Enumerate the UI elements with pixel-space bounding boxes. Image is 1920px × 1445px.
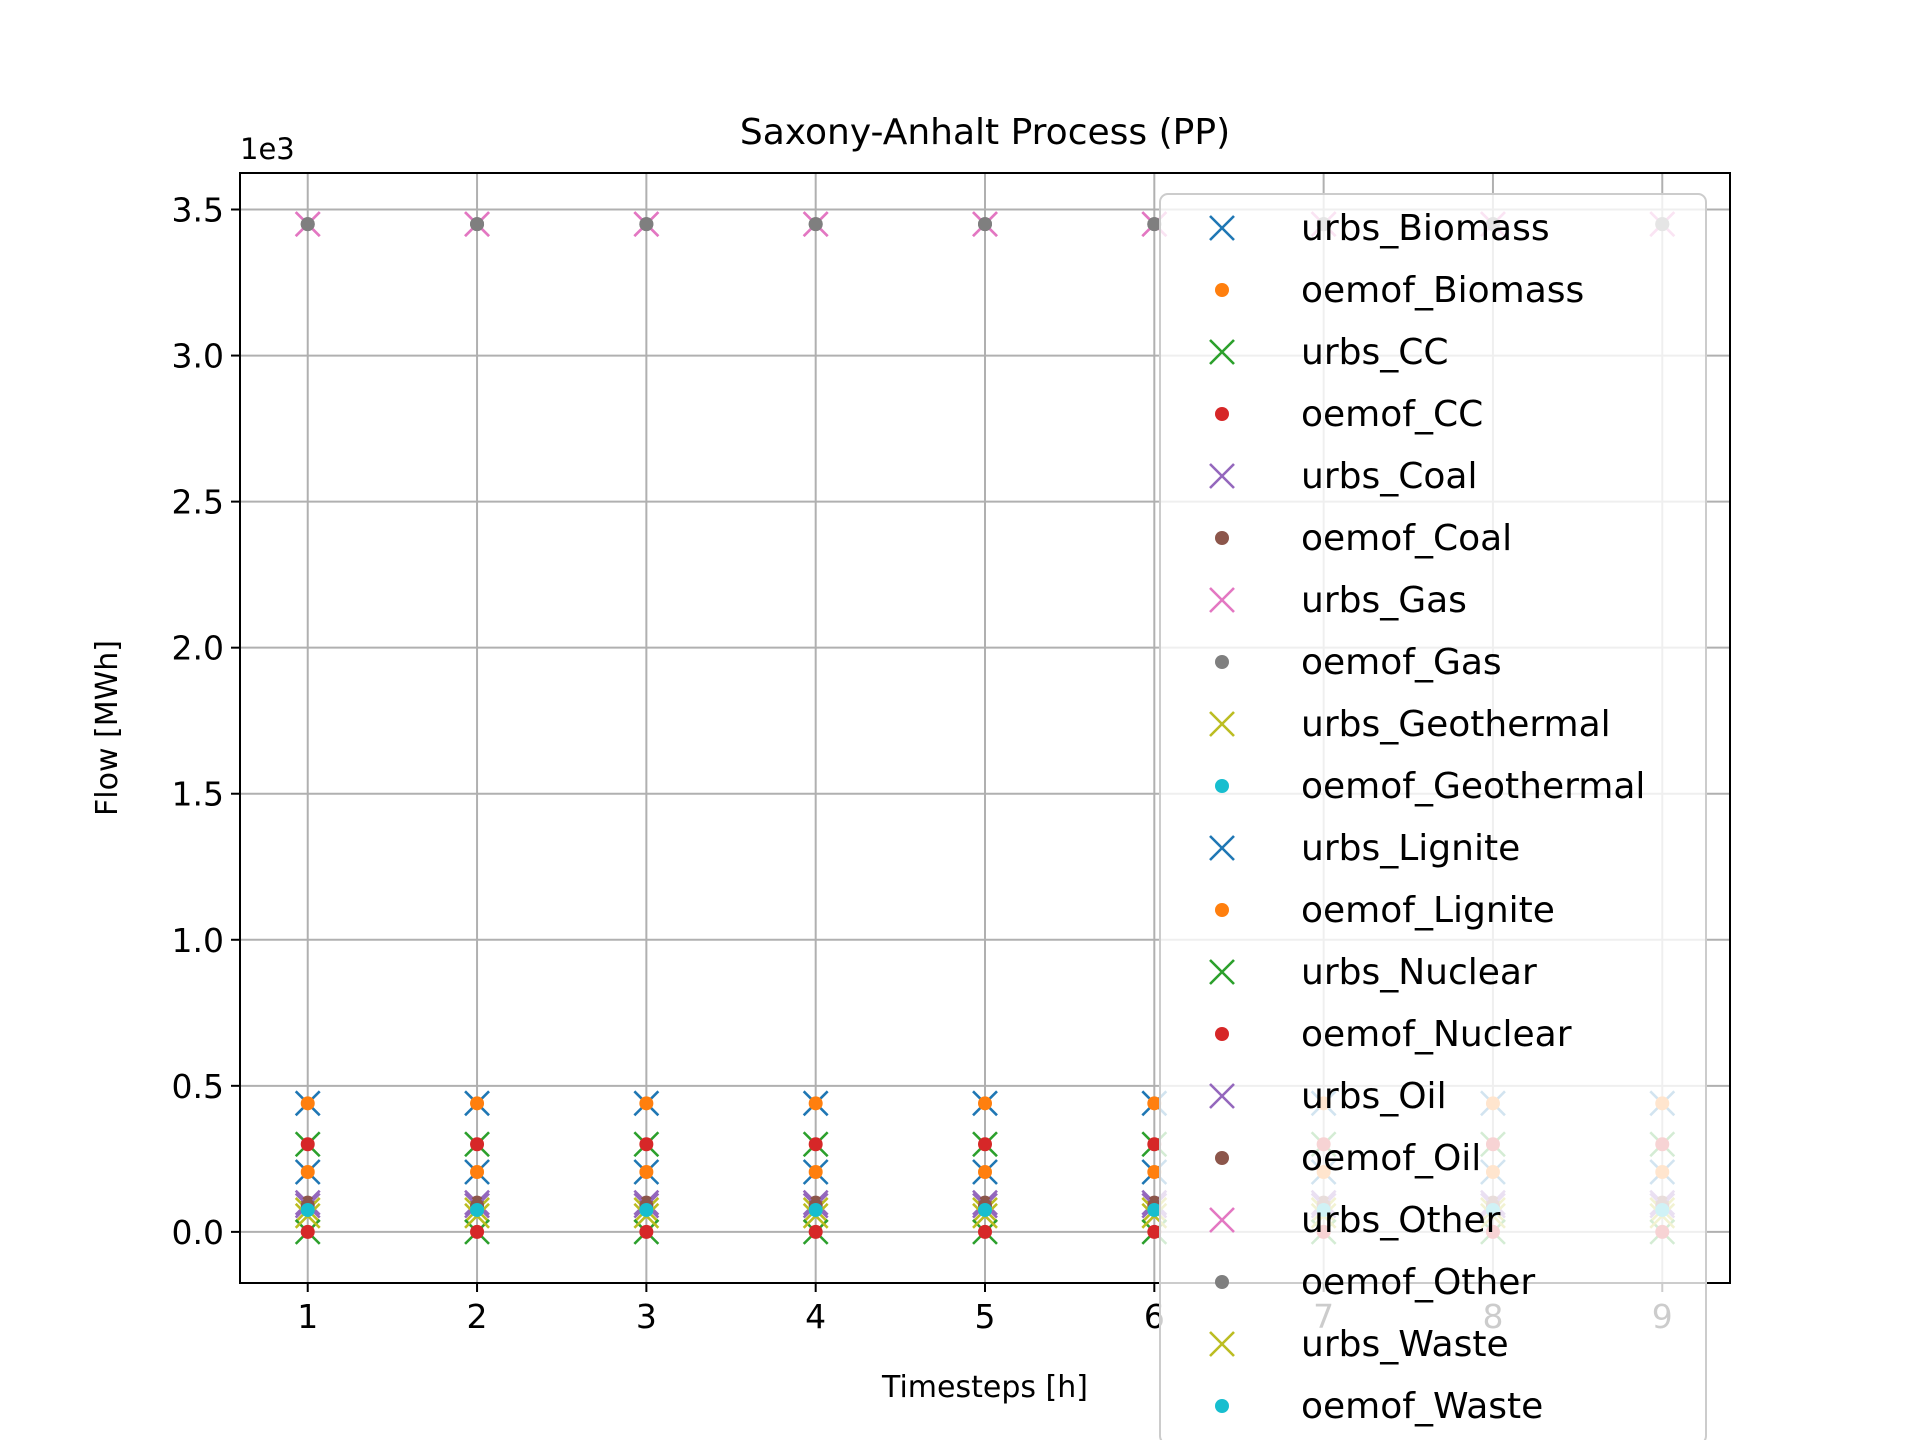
oemof-cc-point <box>470 1137 485 1152</box>
legend-label-urbs-waste: urbs_Waste <box>1301 1324 1509 1365</box>
oemof-other-point <box>808 217 823 232</box>
legend-label-oemof-gas: oemof_Gas <box>1301 642 1502 683</box>
legend-marker-urbs-waste <box>1209 1331 1235 1357</box>
legend-marker-oemof-lignite <box>1215 903 1229 917</box>
legend-label-urbs-geothermal: urbs_Geothermal <box>1301 704 1611 745</box>
legend-label-oemof-coal: oemof_Coal <box>1301 518 1512 559</box>
oemof-lignite-point <box>808 1165 823 1179</box>
legend-label-oemof-lignite: oemof_Lignite <box>1301 890 1555 931</box>
legend-label-oemof-waste: oemof_Waste <box>1301 1386 1543 1427</box>
oemof-other-point <box>470 217 485 232</box>
oemof-biomass-point <box>639 1096 654 1111</box>
oemof-cc-point <box>639 1137 654 1152</box>
legend-marker-oemof-coal <box>1215 531 1229 545</box>
oemof-nuclear-point <box>470 1224 485 1239</box>
oemof-waste-point <box>470 1202 485 1217</box>
legend-label-urbs-oil: urbs_Oil <box>1301 1076 1447 1117</box>
y-tick-label: 0.0 <box>172 1213 224 1252</box>
x-tick-label: 3 <box>636 1297 657 1336</box>
oemof-lignite-point <box>978 1165 992 1179</box>
oemof-waste-point <box>808 1202 823 1217</box>
y-offset-label: 1e3 <box>240 132 295 166</box>
oemof-biomass-point <box>808 1096 823 1111</box>
y-axis-label: Flow [MWh] <box>90 640 125 816</box>
oemof-lignite-point <box>1147 1165 1162 1179</box>
x-tick-label: 5 <box>975 1297 996 1336</box>
y-tick-label: 3.5 <box>172 191 224 230</box>
oemof-nuclear-point <box>808 1224 823 1239</box>
legend-label-oemof-oil: oemof_Oil <box>1301 1138 1481 1179</box>
oemof-nuclear-point <box>300 1224 315 1239</box>
oemof-waste-point <box>978 1202 992 1217</box>
oemof-cc-point <box>978 1137 992 1152</box>
legend-marker-urbs-coal <box>1209 463 1235 489</box>
legend-marker-urbs-cc <box>1209 339 1235 365</box>
legend-label-urbs-other: urbs_Other <box>1301 1200 1501 1241</box>
chart-title: Saxony-Anhalt Process (PP) <box>740 112 1230 153</box>
oemof-cc-point <box>1147 1137 1162 1152</box>
legend-marker-urbs-other <box>1209 1207 1235 1233</box>
y-tick-label: 1.0 <box>172 921 224 960</box>
legend-entries: urbs_Biomass oemof_Biomass urbs_CC oemof_CC… <box>1209 208 1645 1427</box>
oemof-nuclear-point <box>639 1224 654 1239</box>
oemof-cc-point <box>300 1137 315 1152</box>
legend-marker-oemof-cc <box>1215 407 1229 421</box>
oemof-nuclear-point <box>978 1224 992 1239</box>
legend-marker-oemof-nuclear <box>1215 1027 1229 1041</box>
oemof-waste-point <box>639 1202 654 1217</box>
legend-marker-oemof-gas <box>1215 655 1229 669</box>
legend-label-urbs-coal: urbs_Coal <box>1301 456 1477 497</box>
oemof-lignite-point <box>639 1165 654 1179</box>
legend-label-urbs-gas: urbs_Gas <box>1301 580 1467 621</box>
legend-box <box>1159 193 1707 1445</box>
legend-label-oemof-geothermal: oemof_Geothermal <box>1301 766 1645 807</box>
oemof-nuclear-point <box>1147 1224 1162 1239</box>
oemof-biomass-point <box>978 1096 992 1111</box>
legend-marker-oemof-other <box>1215 1275 1229 1289</box>
legend-label-oemof-cc: oemof_CC <box>1301 394 1483 435</box>
legend-marker-oemof-geothermal <box>1215 779 1229 793</box>
y-tick-label: 1.5 <box>172 775 224 814</box>
legend-marker-urbs-oil <box>1209 1083 1235 1109</box>
legend-marker-urbs-lignite <box>1209 835 1235 861</box>
x-axis-label: Timesteps [h] <box>881 1370 1088 1405</box>
legend-label-urbs-biomass: urbs_Biomass <box>1301 208 1550 249</box>
legend-marker-oemof-waste <box>1215 1399 1229 1413</box>
legend-label-urbs-nuclear: urbs_Nuclear <box>1301 952 1537 993</box>
oemof-biomass-point <box>300 1096 315 1111</box>
x-tick-label: 4 <box>805 1297 826 1336</box>
oemof-other-point <box>1147 217 1162 232</box>
legend-marker-oemof-biomass <box>1215 283 1229 297</box>
legend-marker-urbs-gas <box>1209 587 1235 613</box>
legend: urbs_Biomass oemof_Biomass urbs_CC oemof_CC… <box>1159 193 1707 1445</box>
legend-marker-urbs-geothermal <box>1209 711 1235 737</box>
oemof-other-point <box>978 217 992 232</box>
x-tick-label: 2 <box>467 1297 488 1336</box>
oemof-other-point <box>300 217 315 232</box>
legend-marker-urbs-biomass <box>1209 215 1235 241</box>
legend-label-urbs-lignite: urbs_Lignite <box>1301 828 1520 869</box>
legend-marker-urbs-nuclear <box>1209 959 1235 985</box>
oemof-waste-point <box>1147 1202 1162 1217</box>
oemof-biomass-point <box>470 1096 485 1111</box>
legend-label-oemof-biomass: oemof_Biomass <box>1301 270 1584 311</box>
oemof-waste-point <box>300 1202 315 1217</box>
y-tick-label: 3.0 <box>172 337 224 376</box>
y-tick-label: 2.0 <box>172 629 224 668</box>
legend-label-oemof-other: oemof_Other <box>1301 1262 1535 1303</box>
y-tick-label: 0.5 <box>172 1067 224 1106</box>
oemof-lignite-point <box>470 1165 485 1179</box>
legend-marker-oemof-oil <box>1215 1151 1229 1165</box>
x-tick-label: 1 <box>297 1297 318 1336</box>
oemof-cc-point <box>808 1137 823 1152</box>
oemof-biomass-point <box>1147 1096 1162 1111</box>
oemof-other-point <box>639 217 654 232</box>
y-tick-label: 2.5 <box>172 483 224 522</box>
legend-label-urbs-cc: urbs_CC <box>1301 332 1449 373</box>
oemof-lignite-point <box>300 1165 315 1179</box>
plot-frame <box>239 172 1731 1284</box>
legend-label-oemof-nuclear: oemof_Nuclear <box>1301 1014 1572 1055</box>
